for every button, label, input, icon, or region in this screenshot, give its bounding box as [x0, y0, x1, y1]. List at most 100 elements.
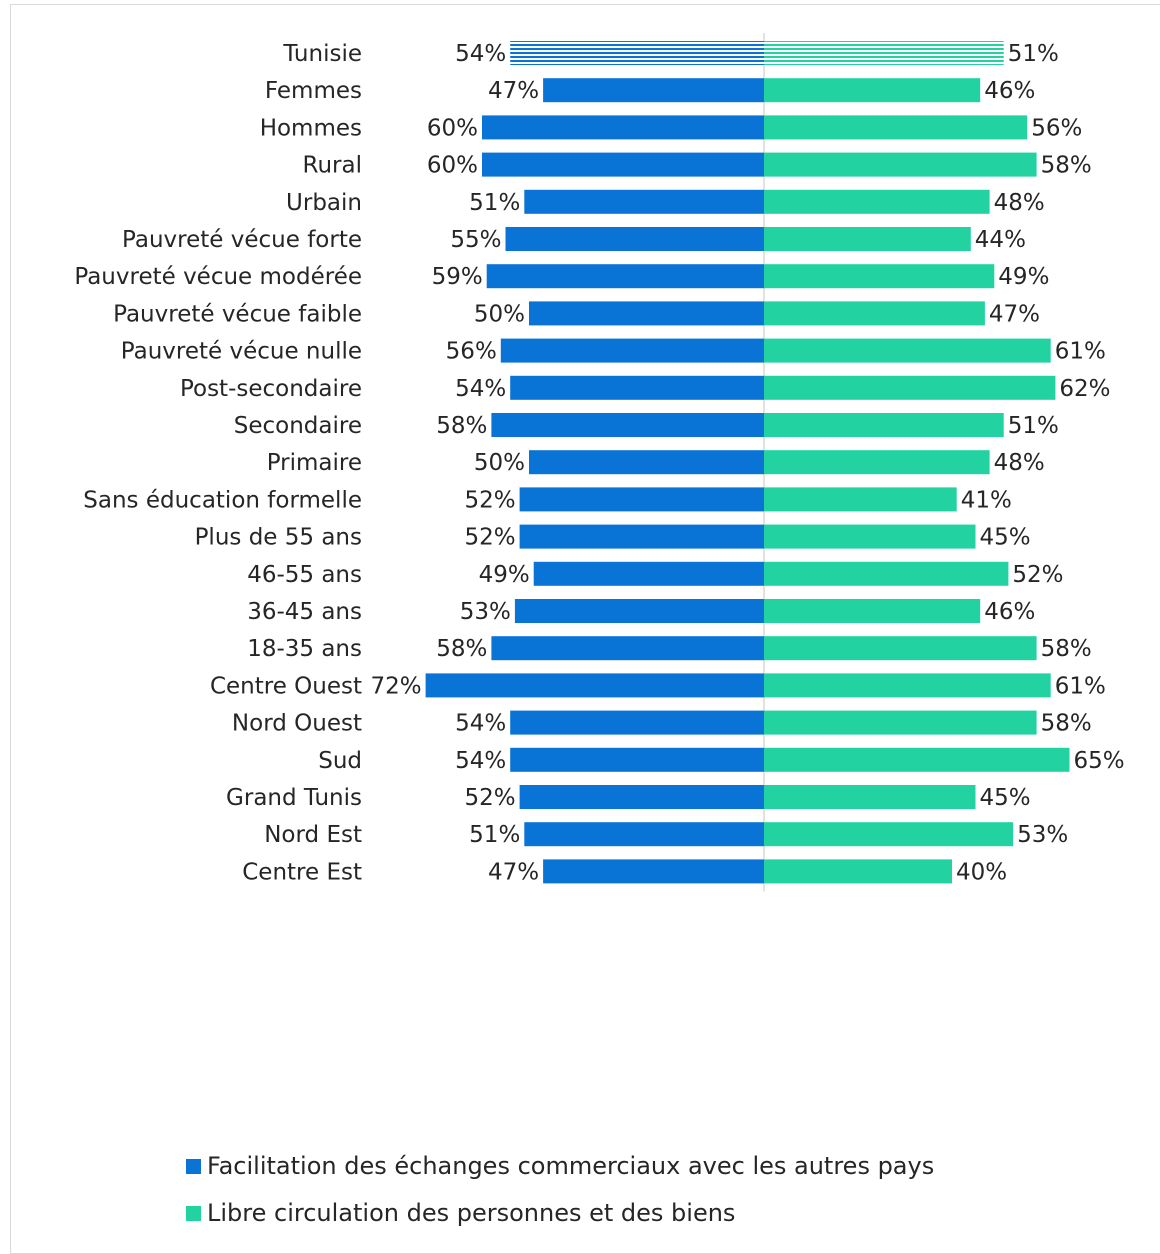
bar-left-centre-ouest [425, 673, 764, 698]
bar-right-post-secondaire [764, 375, 1056, 400]
bar-right-18-35-ans [764, 636, 1037, 661]
value-label-left-femmes: 47% [488, 78, 539, 104]
legend-label-facilitation: Facilitation des échanges commerciaux av… [207, 1152, 935, 1180]
value-label-right-pauvrete-vecue-moderee: 49% [998, 264, 1049, 290]
category-label-46-55-ans: 46-55 ans [247, 562, 362, 588]
value-label-left-pauvrete-vecue-moderee: 59% [432, 264, 483, 290]
value-label-right-nord-ouest: 58% [1041, 711, 1092, 737]
value-label-right-36-45-ans: 46% [984, 599, 1035, 625]
value-label-right-tunisie: 51% [1008, 41, 1059, 67]
bar-left-46-55-ans [533, 561, 764, 586]
value-label-right-nord-est: 53% [1017, 822, 1068, 848]
category-label-plus-de-55-ans: Plus de 55 ans [195, 525, 362, 551]
value-label-left-36-45-ans: 53% [460, 599, 511, 625]
value-label-left-sans-education-formelle: 52% [464, 487, 515, 513]
category-label-nord-est: Nord Est [264, 822, 362, 848]
value-label-left-46-55-ans: 49% [479, 562, 530, 588]
category-label-pauvrete-vecue-nulle: Pauvreté vécue nulle [121, 339, 362, 365]
bar-right-nord-ouest [764, 710, 1037, 735]
category-label-pauvrete-vecue-moderee: Pauvreté vécue modérée [74, 264, 362, 290]
category-label-urbain: Urbain [286, 190, 362, 216]
bar-right-nord-est [764, 822, 1014, 847]
bar-right-sans-education-formelle [764, 487, 957, 512]
legend-label-libre-circulation: Libre circulation des personnes et des b… [207, 1199, 736, 1227]
bar-right-grand-tunis [764, 785, 976, 809]
bar-left-sud [510, 747, 764, 772]
bar-left-pauvrete-vecue-faible [529, 301, 764, 326]
legend-swatch-blue [186, 1158, 201, 1174]
category-label-grand-tunis: Grand Tunis [226, 785, 362, 811]
bar-left-pauvrete-vecue-nulle [500, 338, 764, 363]
value-label-left-hommes: 60% [427, 115, 478, 141]
value-label-left-nord-est: 51% [469, 822, 520, 848]
bar-right-rural [764, 152, 1037, 177]
bar-right-36-45-ans [764, 599, 981, 623]
bar-right-centre-ouest [764, 673, 1051, 698]
bar-right-46-55-ans [764, 561, 1009, 586]
bar-left-femmes [543, 78, 764, 103]
category-label-centre-est: Centre Est [242, 859, 362, 885]
category-label-nord-ouest: Nord Ouest [232, 711, 362, 737]
value-label-right-centre-ouest: 61% [1055, 673, 1106, 699]
bar-left-grand-tunis [519, 785, 764, 809]
value-label-left-nord-ouest: 54% [455, 711, 506, 737]
bar-left-plus-de-55-ans [519, 524, 764, 549]
value-label-left-centre-ouest: 72% [370, 673, 421, 699]
bar-left-rural [482, 152, 764, 177]
bar-left-secondaire [491, 413, 764, 437]
legend-swatch-green [186, 1205, 201, 1221]
bar-right-secondaire [764, 413, 1004, 437]
category-label-femmes: Femmes [265, 78, 362, 104]
value-label-left-18-35-ans: 58% [436, 636, 487, 662]
category-label-18-35-ans: 18-35 ans [247, 636, 362, 662]
category-label-sans-education-formelle: Sans éducation formelle [83, 487, 362, 513]
bar-right-femmes [764, 78, 981, 103]
bar-right-hommes [764, 115, 1028, 140]
bar-right-plus-de-55-ans [764, 524, 976, 549]
bar-left-pauvrete-vecue-moderee [486, 264, 764, 289]
bar-left-36-45-ans [514, 599, 764, 623]
bar-right-centre-est [764, 859, 952, 884]
value-label-right-sud: 65% [1074, 748, 1125, 774]
value-label-right-sans-education-formelle: 41% [961, 487, 1012, 513]
value-label-right-46-55-ans: 52% [1012, 562, 1063, 588]
bar-right-pauvrete-vecue-faible [764, 301, 985, 326]
value-label-left-urbain: 51% [469, 190, 520, 216]
value-label-right-post-secondaire: 62% [1059, 376, 1110, 402]
value-label-right-plus-de-55-ans: 45% [980, 525, 1031, 551]
bar-left-hommes [482, 115, 764, 140]
category-label-pauvrete-vecue-faible: Pauvreté vécue faible [113, 301, 362, 327]
value-label-left-grand-tunis: 52% [464, 785, 515, 811]
bar-left-nord-est [524, 822, 764, 847]
value-label-left-pauvrete-vecue-nulle: 56% [446, 339, 497, 365]
category-label-primaire: Primaire [267, 450, 362, 476]
category-label-pauvrete-vecue-forte: Pauvreté vécue forte [122, 227, 362, 253]
bar-right-sud [764, 747, 1070, 772]
value-label-left-tunisie: 54% [455, 41, 506, 67]
value-label-left-centre-est: 47% [488, 859, 539, 885]
legend-item-facilitation: Facilitation des échanges commerciaux av… [186, 1152, 934, 1180]
bar-left-18-35-ans [491, 636, 764, 661]
value-label-left-secondaire: 58% [436, 413, 487, 439]
category-label-hommes: Hommes [260, 115, 362, 141]
value-label-right-pauvrete-vecue-nulle: 61% [1055, 339, 1106, 365]
category-label-rural: Rural [303, 153, 362, 179]
bar-right-urbain [764, 189, 990, 214]
value-label-right-centre-est: 40% [956, 859, 1007, 885]
bar-left-centre-est [543, 859, 764, 884]
value-label-right-urbain: 48% [994, 190, 1045, 216]
bar-left-nord-ouest [510, 710, 764, 735]
bar-left-urbain [524, 189, 764, 214]
value-label-right-primaire: 48% [994, 450, 1045, 476]
value-label-right-femmes: 46% [984, 78, 1035, 104]
category-label-centre-ouest: Centre Ouest [210, 673, 362, 699]
value-label-left-plus-de-55-ans: 52% [464, 525, 515, 551]
value-label-left-pauvrete-vecue-forte: 55% [450, 227, 501, 253]
bar-left-sans-education-formelle [519, 487, 764, 512]
value-label-left-post-secondaire: 54% [455, 376, 506, 402]
bar-right-pauvrete-vecue-moderee [764, 264, 995, 289]
bar-right-primaire [764, 450, 990, 475]
value-label-left-sud: 54% [455, 748, 506, 774]
legend-item-libre-circulation: Libre circulation des personnes et des b… [186, 1199, 735, 1227]
